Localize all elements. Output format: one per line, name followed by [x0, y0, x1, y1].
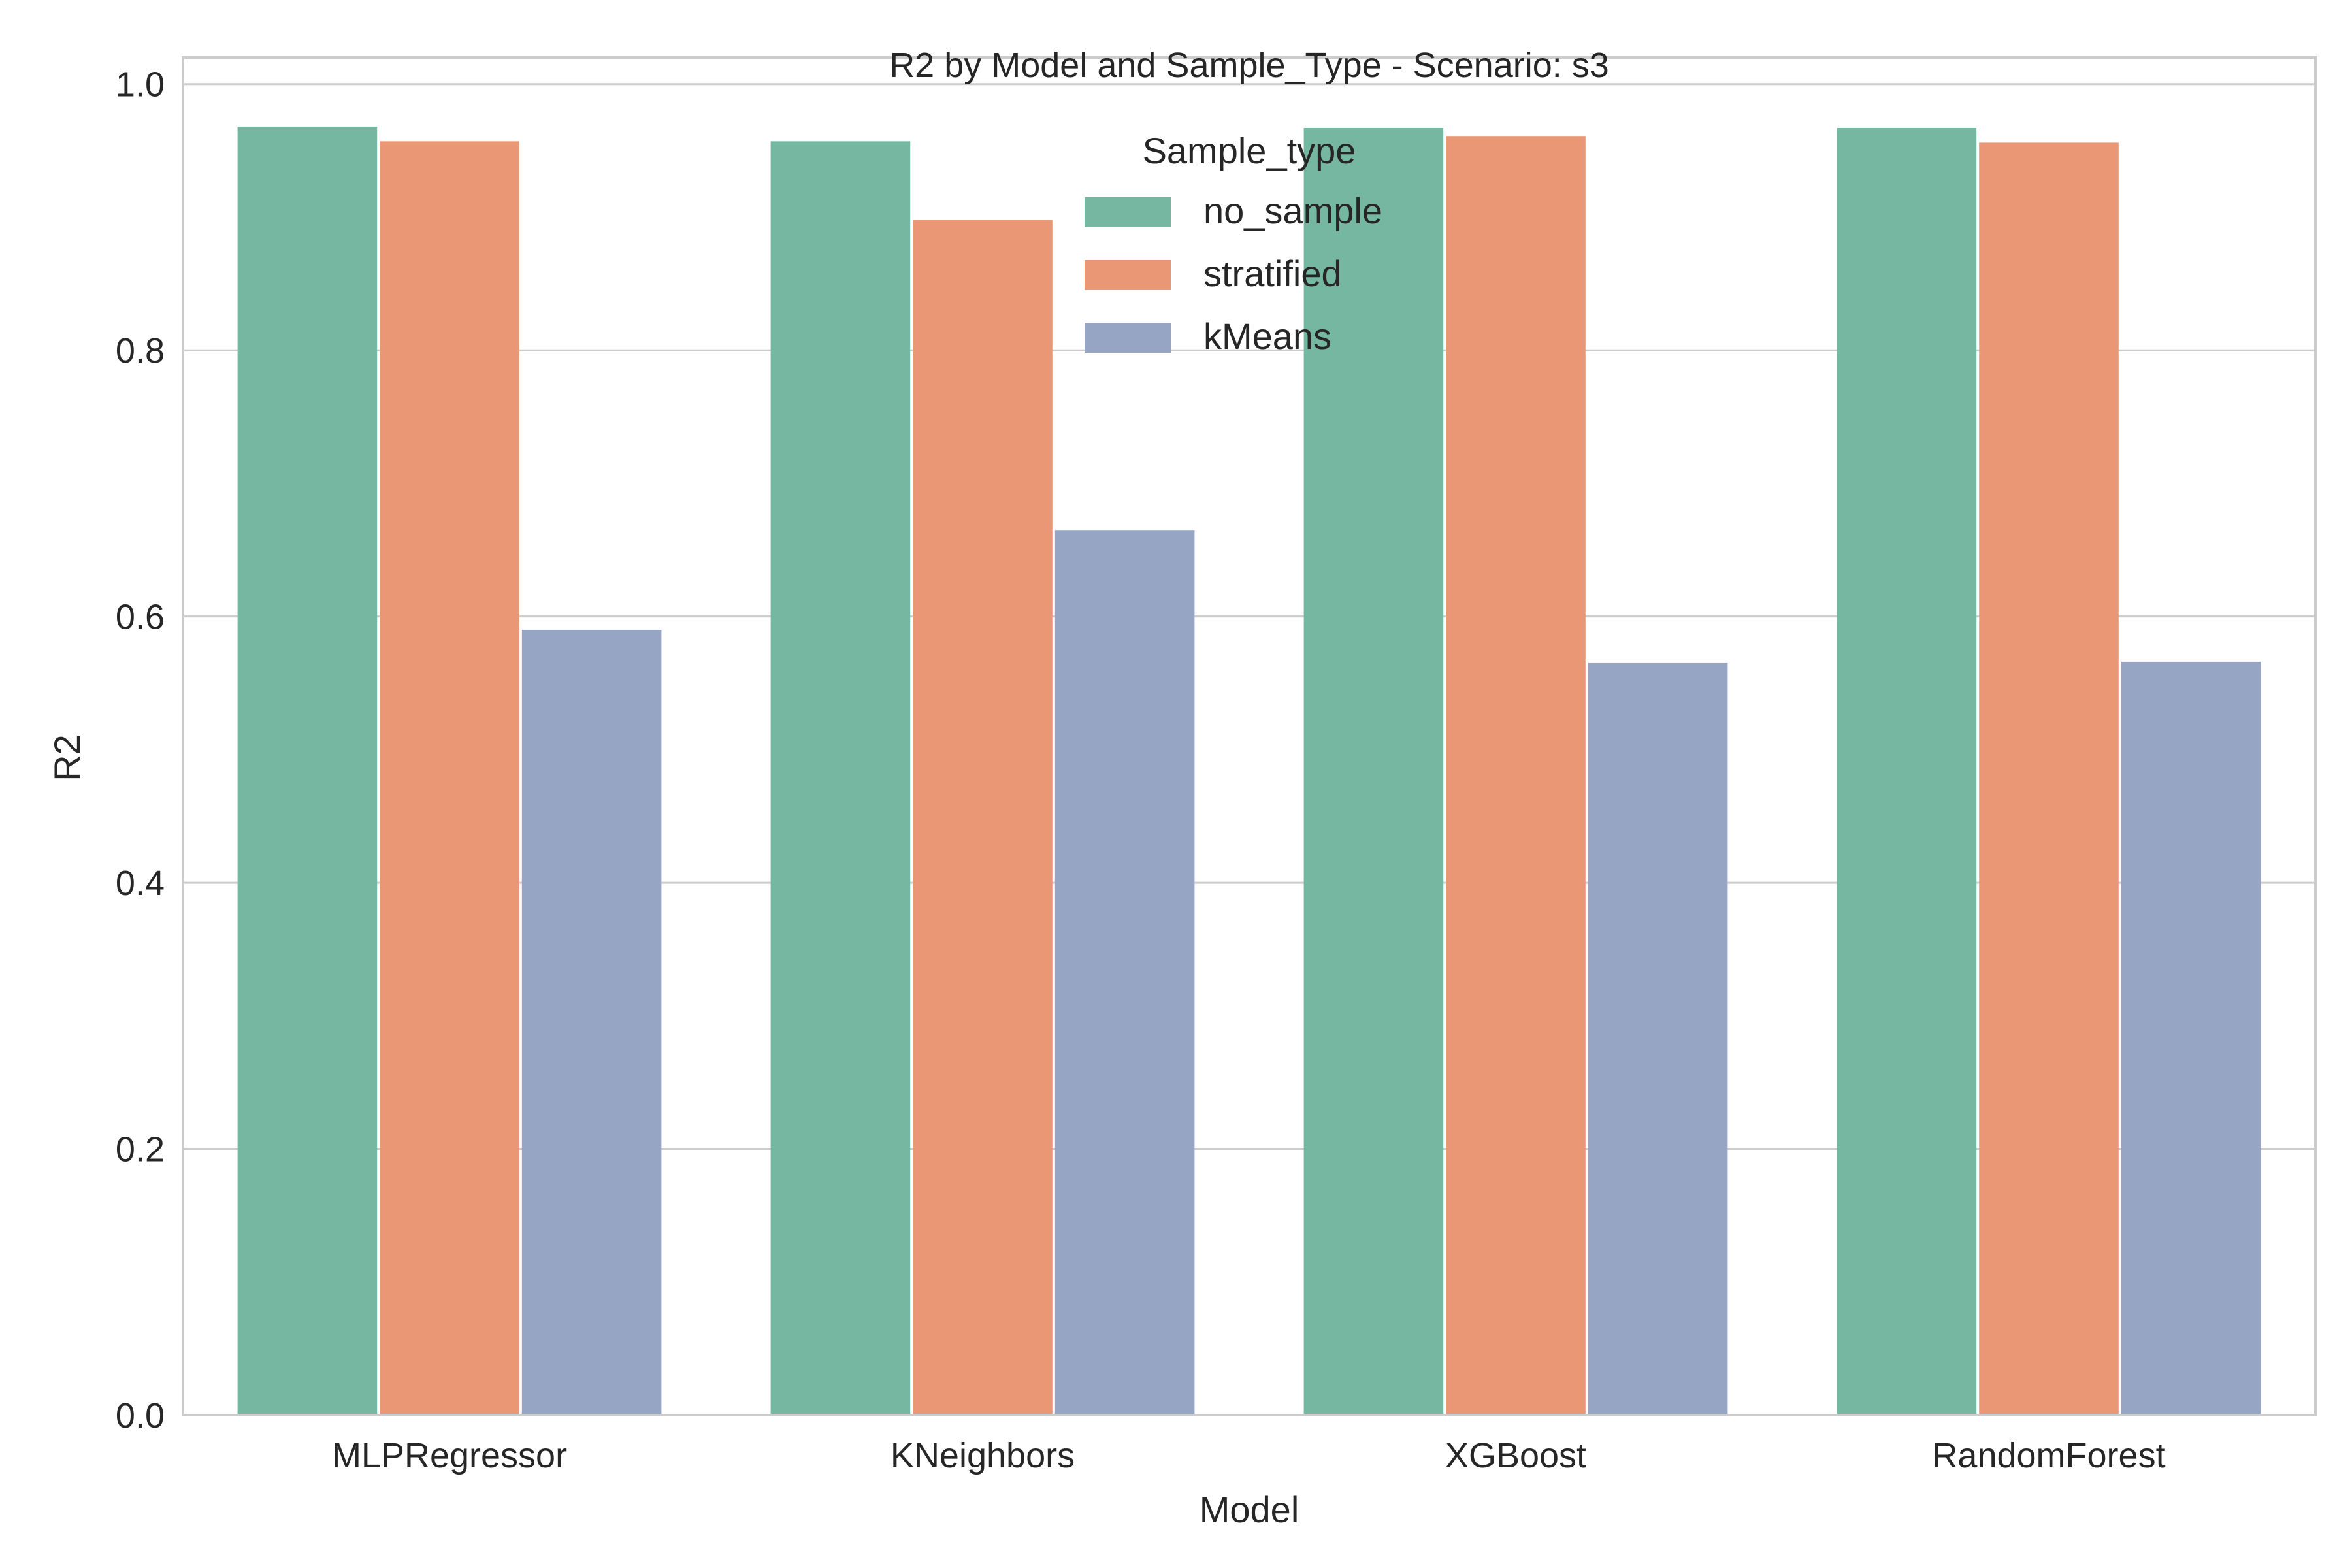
y-tick-label: 0.2	[116, 1130, 165, 1169]
y-tick-label: 1.0	[116, 65, 165, 105]
bars-layer	[237, 126, 2261, 1416]
x-tick-label: RandomForest	[1932, 1436, 2165, 1475]
bar-kMeans-MLPRegressor	[521, 630, 662, 1416]
chart-title: R2 by Model and Sample_Type - Scenario: …	[889, 46, 1609, 85]
bar-stratified-XGBoost	[1446, 136, 1586, 1416]
bar-kMeans-RandomForest	[2121, 661, 2261, 1415]
bar-stratified-KNeighbors	[913, 220, 1053, 1415]
legend-label-kMeans: kMeans	[1203, 316, 1331, 357]
bar-no_sample-RandomForest	[1837, 127, 1977, 1416]
x-tick-label: XGBoost	[1445, 1436, 1586, 1475]
legend-label-stratified: stratified	[1203, 253, 1342, 294]
legend-swatch-no_sample	[1085, 197, 1171, 227]
y-axis-label: R2	[46, 734, 88, 781]
x-tick-label: KNeighbors	[890, 1436, 1075, 1475]
y-tick-labels: 0.0 0.2 0.4 0.6 0.8 1.0	[116, 65, 165, 1435]
bar-no_sample-MLPRegressor	[237, 126, 378, 1415]
y-tick-label: 0.0	[116, 1396, 165, 1435]
legend-title: Sample_type	[1143, 130, 1356, 171]
legend-swatch-stratified	[1085, 260, 1171, 290]
legend-label-no_sample: no_sample	[1203, 190, 1382, 231]
y-tick-label: 0.8	[116, 331, 165, 370]
plot-frame	[182, 56, 2317, 1416]
bar-stratified-RandomForest	[1979, 142, 2119, 1416]
legend-swatch-kMeans	[1085, 323, 1171, 353]
bar-kMeans-KNeighbors	[1054, 530, 1195, 1415]
x-axis-label: Model	[1200, 1489, 1299, 1530]
y-tick-label: 0.4	[116, 864, 165, 903]
legend-items: no_sample stratified kMeans	[1085, 190, 1382, 357]
legend: Sample_type no_sample stratified kMeans	[1085, 130, 1382, 357]
bar-no_sample-XGBoost	[1303, 127, 1444, 1416]
bar-no_sample-KNeighbors	[770, 141, 911, 1416]
x-tick-label: MLPRegressor	[332, 1436, 567, 1475]
bar-stratified-MLPRegressor	[380, 141, 519, 1416]
x-tick-labels: MLPRegressor KNeighbors XGBoost RandomFores…	[332, 1436, 2166, 1475]
y-tick-label: 0.6	[116, 598, 165, 637]
bar-kMeans-XGBoost	[1588, 662, 1728, 1416]
